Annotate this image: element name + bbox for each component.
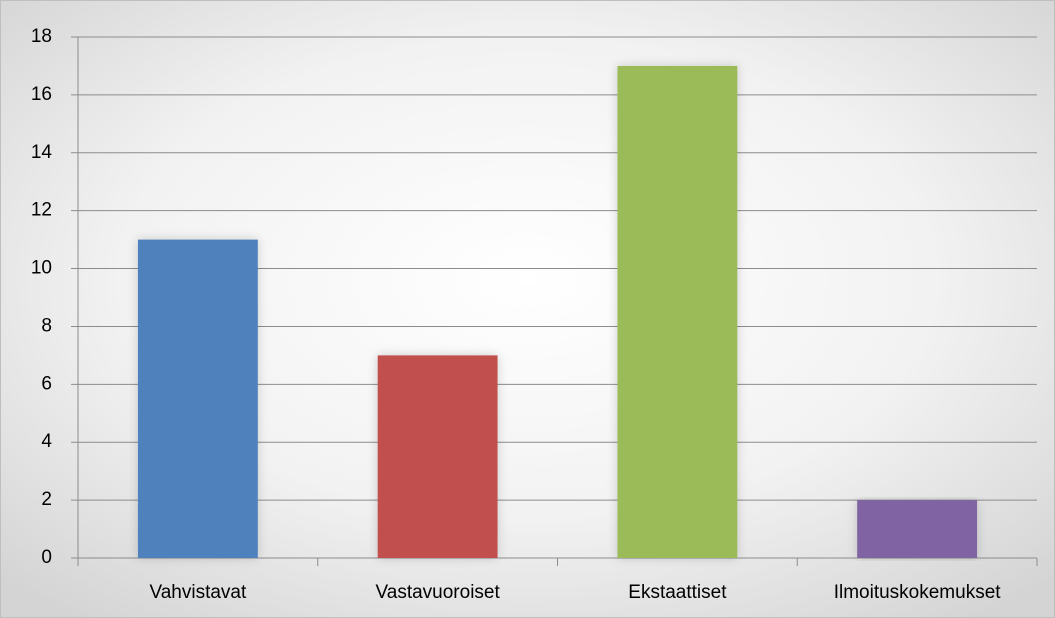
y-tick-label: 10: [31, 258, 52, 279]
bar: [857, 500, 978, 558]
x-tick-label: Ilmoituskokemukset: [834, 582, 1002, 603]
y-tick-label: 6: [41, 373, 52, 394]
y-tick-label: 18: [31, 26, 52, 47]
x-tick-label: Vastavuoroiset: [375, 582, 500, 603]
bar: [617, 65, 738, 558]
y-tick-label: 0: [41, 547, 52, 568]
x-tick-label: Ekstaattiset: [628, 582, 727, 603]
y-tick-label: 2: [41, 489, 52, 510]
bar: [137, 239, 258, 558]
y-tick-label: 14: [31, 142, 53, 163]
y-tick-label: 16: [31, 84, 52, 105]
y-tick-label: 4: [41, 431, 52, 452]
bar: [377, 355, 498, 558]
y-tick-label: 8: [41, 315, 52, 336]
y-tick-label: 12: [31, 200, 52, 221]
x-tick-label: Vahvistavat: [149, 582, 247, 603]
